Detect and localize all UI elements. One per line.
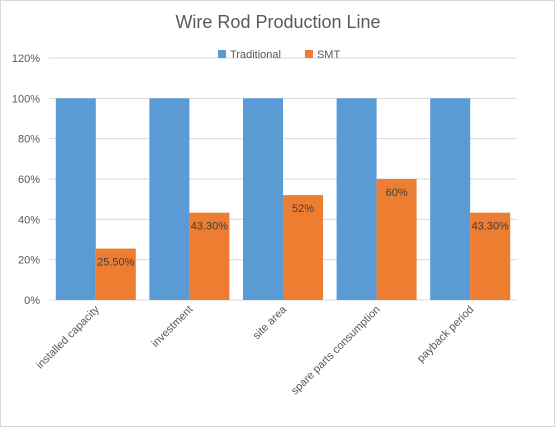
bar-smt (283, 195, 323, 300)
x-tick-label: spare parts consumption (289, 304, 383, 398)
legend: Traditional SMT (218, 49, 340, 61)
y-tick-label: 120% (12, 53, 40, 65)
data-label: 25.50% (97, 257, 135, 269)
bar-smt (470, 212, 511, 300)
y-tick-label: 20% (18, 255, 40, 267)
y-tick-label: 100% (12, 93, 40, 105)
y-tick-label: 0% (24, 295, 40, 307)
legend-swatch-traditional (218, 50, 226, 58)
data-label: 43.30% (191, 221, 229, 233)
bar-traditional (336, 98, 377, 300)
x-axis-ticks: installed capacity investment site area spa… (34, 303, 476, 397)
x-tick-label: payback period (415, 304, 476, 365)
bar-traditional (55, 98, 96, 300)
data-label: 52% (292, 203, 314, 215)
chart-title: Wire Rod Production Line (175, 12, 380, 32)
bars (55, 98, 511, 300)
data-label: 60% (386, 187, 408, 199)
bar-smt (376, 179, 417, 300)
bar-smt (95, 248, 136, 300)
y-tick-label: 40% (18, 214, 40, 226)
y-tick-label: 60% (18, 174, 40, 186)
bar-smt (189, 212, 230, 300)
x-tick-label: site area (251, 303, 290, 342)
bar-traditional (430, 98, 471, 300)
legend-label: Traditional (230, 49, 281, 61)
y-axis-ticks: 0% 20% 40% 60% 80% 100% 120% (12, 53, 40, 307)
bar-traditional (149, 98, 190, 300)
data-label: 43.30% (472, 221, 510, 233)
data-labels: 25.50% 43.30% 52% 60% 43.30% (97, 187, 509, 269)
legend-swatch-smt (304, 50, 313, 58)
x-tick-label: installed capacity (34, 303, 102, 371)
y-tick-label: 80% (18, 134, 40, 146)
legend-label: SMT (317, 49, 341, 61)
x-tick-label: investment (149, 304, 195, 350)
bar-traditional (243, 98, 283, 300)
